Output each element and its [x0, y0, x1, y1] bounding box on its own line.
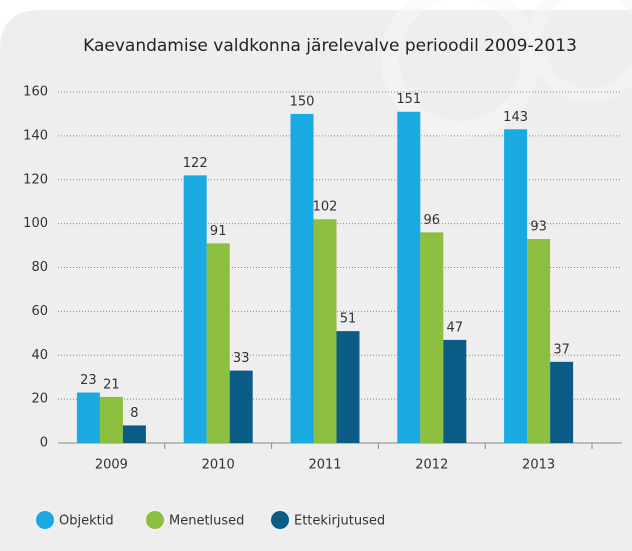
value-label: 33	[233, 351, 250, 366]
bar	[230, 371, 253, 443]
value-label: 143	[503, 110, 528, 125]
bar	[504, 129, 527, 443]
value-label: 151	[396, 92, 421, 107]
y-tick-label: 40	[31, 348, 48, 363]
value-label: 96	[424, 213, 441, 228]
value-label: 47	[447, 320, 464, 335]
chart-title: Kaevandamise valdkonna järelevalve perio…	[83, 36, 577, 56]
bar	[337, 331, 360, 443]
value-label: 8	[130, 406, 138, 421]
bar	[184, 175, 207, 443]
bar	[550, 362, 573, 443]
x-tick-label: 2011	[308, 458, 341, 473]
bar	[291, 114, 314, 443]
bar	[207, 243, 230, 443]
page: {"chart_data": {"type": "bar", "title": …	[0, 0, 632, 551]
chart: Kaevandamise valdkonna järelevalve perio…	[0, 0, 632, 551]
value-label: 21	[103, 377, 120, 392]
value-label: 102	[313, 200, 338, 215]
legend-label: Objektid	[59, 514, 114, 529]
bar	[443, 340, 466, 443]
bar	[527, 239, 550, 443]
bar	[314, 219, 337, 443]
bar	[397, 112, 420, 443]
x-tick-label: 2013	[522, 458, 555, 473]
y-tick-label: 60	[31, 304, 48, 319]
x-tick-label: 2012	[415, 458, 448, 473]
value-label: 91	[210, 224, 227, 239]
legend-label: Ettekirjutused	[294, 514, 385, 529]
bar	[123, 425, 146, 443]
bar	[420, 232, 443, 443]
value-label: 122	[183, 156, 208, 171]
legend-marker	[271, 511, 289, 529]
legend-label: Menetlused	[169, 514, 244, 529]
value-label: 51	[340, 312, 357, 327]
bar	[100, 397, 123, 443]
x-tick-label: 2010	[202, 458, 235, 473]
y-tick-label: 80	[31, 260, 48, 275]
bar	[77, 393, 100, 443]
y-tick-label: 0	[40, 436, 48, 451]
value-label: 93	[530, 219, 547, 234]
value-label: 150	[290, 94, 315, 109]
value-label: 37	[553, 342, 570, 357]
y-tick-label: 160	[23, 85, 48, 100]
y-tick-label: 140	[23, 128, 48, 143]
y-tick-label: 20	[31, 392, 48, 407]
x-tick-label: 2009	[95, 458, 128, 473]
legend-marker	[146, 511, 164, 529]
legend-marker	[36, 511, 54, 529]
value-label: 23	[80, 373, 97, 388]
y-tick-label: 120	[23, 172, 48, 187]
y-tick-label: 100	[23, 216, 48, 231]
